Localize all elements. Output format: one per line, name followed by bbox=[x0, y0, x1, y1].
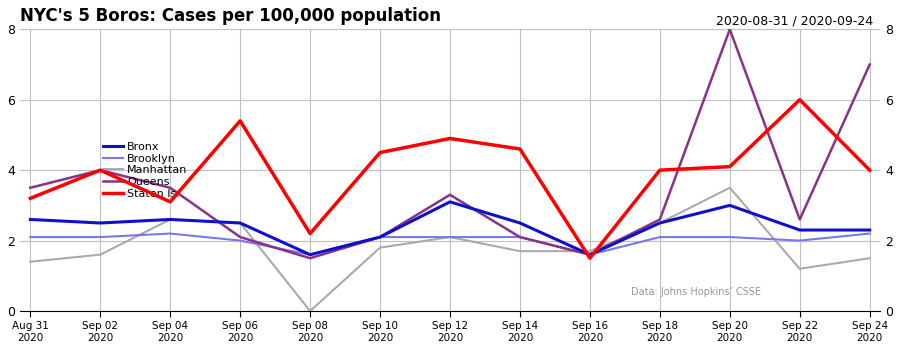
Legend: Bronx, Brooklyn, Manhattan, Queens, Staten Is.: Bronx, Brooklyn, Manhattan, Queens, Stat… bbox=[103, 142, 187, 198]
Text: NYC's 5 Boros: Cases per 100,000 population: NYC's 5 Boros: Cases per 100,000 populat… bbox=[20, 7, 441, 25]
Text: Data: Johns Hopkins’ CSSE: Data: Johns Hopkins’ CSSE bbox=[631, 287, 760, 297]
Text: 2020-08-31 / 2020-09-24: 2020-08-31 / 2020-09-24 bbox=[716, 14, 873, 27]
